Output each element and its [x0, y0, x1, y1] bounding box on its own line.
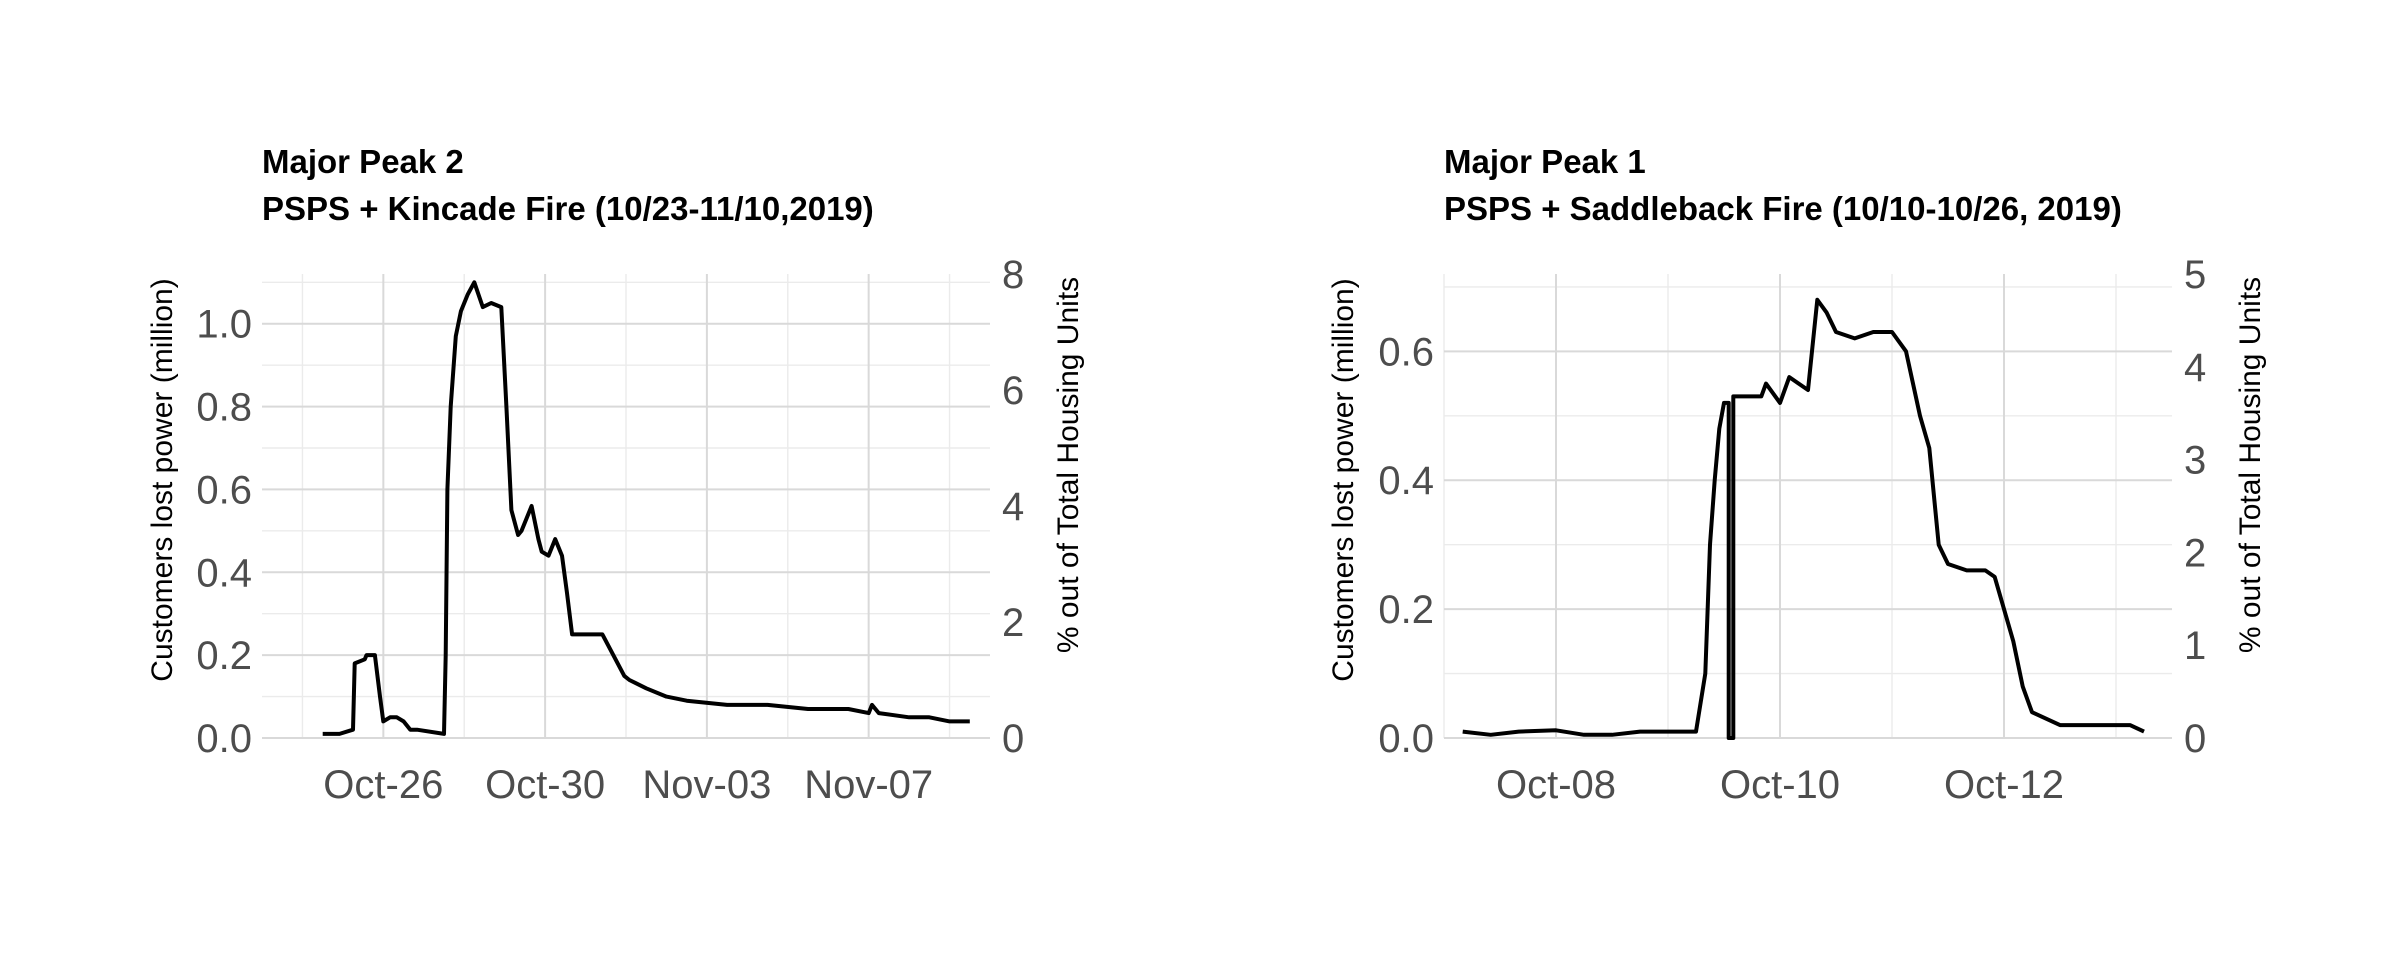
y2-tick-label: 4	[2184, 346, 2206, 390]
y-tick-label: 0.6	[1378, 330, 1434, 374]
y2-tick-label: 4	[1002, 485, 1024, 529]
chart-subtitle: PSPS + Kincade Fire (10/23-11/10,2019)	[262, 190, 874, 227]
y-tick-label: 1.0	[196, 303, 252, 347]
y2-tick-label: 1	[2184, 624, 2206, 668]
y-tick-label: 0.4	[196, 551, 252, 595]
y2-tick-label: 6	[1002, 369, 1024, 413]
y-tick-label: 0.6	[196, 468, 252, 512]
x-tick-label: Oct-30	[485, 763, 605, 807]
chart-subtitle: PSPS + Saddleback Fire (10/10-10/26, 201…	[1444, 190, 2122, 227]
chart-major-peak-1: Major Peak 1 PSPS + Saddleback Fire (10/…	[1327, 143, 2267, 807]
x-tick-label: Nov-07	[804, 763, 933, 807]
series-line	[1462, 297, 2145, 740]
x-tick-label: Oct-12	[1944, 763, 2064, 807]
y2-tick-label: 2	[2184, 531, 2206, 575]
x-tick-label: Oct-10	[1720, 763, 1840, 807]
y2-tick-label: 2	[1002, 601, 1024, 645]
chart-title: Major Peak 2	[262, 143, 464, 180]
y-tick-label: 0.0	[1378, 717, 1434, 761]
grid	[262, 274, 990, 739]
grid	[1443, 274, 2172, 739]
x-tick-label: Oct-08	[1496, 763, 1616, 807]
y-axis-label: Customers lost power (million)	[1327, 278, 1360, 681]
chart-major-peak-2: Major Peak 2 PSPS + Kincade Fire (10/23-…	[146, 143, 1085, 807]
y-tick-label: 0.8	[196, 386, 252, 430]
y-tick-label: 0.2	[196, 634, 252, 678]
y-tick-label: 0.2	[1378, 588, 1434, 632]
y2-axis-label: % out of Total Housing Units	[2234, 277, 2267, 653]
y2-tick-label: 8	[1002, 253, 1024, 297]
y-axis-label: Customers lost power (million)	[146, 278, 179, 681]
y-tick-label: 0.0	[196, 717, 252, 761]
series-line	[322, 280, 970, 736]
y2-tick-label: 0	[2184, 717, 2206, 761]
y2-axis-label: % out of Total Housing Units	[1052, 277, 1085, 653]
y2-tick-label: 0	[1002, 717, 1024, 761]
x-tick-label: Oct-26	[323, 763, 443, 807]
y2-tick-label: 5	[2184, 253, 2206, 297]
y-tick-label: 0.4	[1378, 459, 1434, 503]
x-tick-label: Nov-03	[642, 763, 771, 807]
chart-title: Major Peak 1	[1444, 143, 1646, 180]
y2-tick-label: 3	[2184, 439, 2206, 483]
